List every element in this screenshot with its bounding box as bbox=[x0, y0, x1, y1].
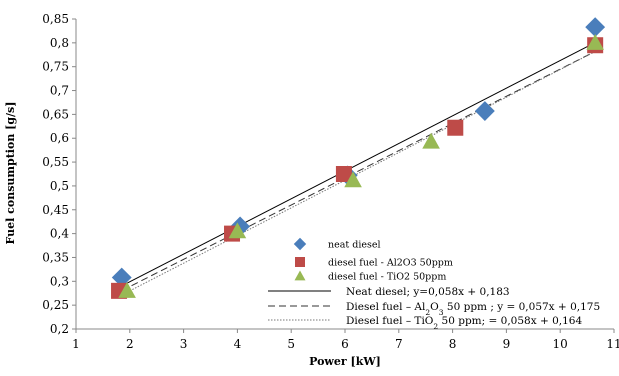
y-tick-label: 0,3 bbox=[50, 274, 69, 288]
data-point-triangle bbox=[118, 282, 136, 298]
x-tick-label: 1 bbox=[72, 337, 80, 351]
y-tick-label: 0,35 bbox=[42, 250, 69, 264]
data-point-diamond bbox=[585, 17, 606, 38]
legend-label-part: O bbox=[430, 301, 439, 313]
legend-label: neat diesel bbox=[328, 240, 381, 251]
legend-trend-label: Diesel fuel – TiO2 50 ppm; = 0,058x + 0,… bbox=[346, 315, 582, 331]
legend-label-part: Diesel fuel – Al bbox=[346, 301, 426, 313]
x-tick-label: 8 bbox=[449, 337, 457, 351]
trendlines-layer bbox=[121, 42, 596, 296]
x-axis-title: Power [kW] bbox=[309, 355, 381, 368]
x-tick-label: 3 bbox=[180, 337, 188, 351]
legend-trend-label: Diesel fuel – Al2O3 50 ppm ; y = 0,057x … bbox=[346, 301, 600, 317]
legend-symbol-triangle bbox=[294, 270, 306, 281]
y-axis-title: Fuel consumption [g/s] bbox=[4, 102, 17, 245]
legend-label-part: 2 bbox=[433, 322, 438, 331]
legend: neat diesel diesel fuel - Al2O3 50ppm dies… bbox=[268, 237, 600, 331]
data-point-diamond bbox=[474, 101, 495, 121]
legend-label: diesel fuel - Al2O3 50ppm bbox=[328, 258, 453, 269]
legend-label-part: 50 ppm; = 0,058x + 0,164 bbox=[438, 315, 582, 327]
y-tick-label: 0,85 bbox=[42, 12, 69, 26]
y-tick-label: 0,2 bbox=[50, 322, 69, 336]
y-tick-label: 0,75 bbox=[42, 60, 69, 74]
x-tick-label: 4 bbox=[234, 337, 242, 351]
trendline-solid bbox=[121, 42, 596, 287]
data-point-triangle bbox=[228, 222, 247, 239]
data-point-square bbox=[447, 119, 464, 136]
data-point-triangle bbox=[586, 34, 604, 50]
x-tick-label: 11 bbox=[606, 337, 619, 351]
y-tick-label: 0,6 bbox=[50, 131, 69, 145]
y-tick-label: 0,8 bbox=[50, 36, 69, 50]
y-tick-label: 0,55 bbox=[42, 155, 69, 169]
data-points-layer bbox=[111, 17, 606, 299]
y-tick-label: 0,4 bbox=[50, 227, 69, 241]
data-point-diamond bbox=[111, 267, 132, 288]
legend-label-part: Diesel fuel – TiO bbox=[346, 315, 434, 327]
data-point-triangle bbox=[422, 132, 440, 149]
y-tick-label: 0,5 bbox=[50, 179, 69, 193]
x-tick-label: 2 bbox=[126, 337, 134, 351]
legend-trend-label: Neat diesel; y=0,058x + 0,183 bbox=[346, 286, 510, 298]
ticks-layer: 1 2 3 4 5 6 7 8 9 10 110,20,250,30,350,40,450,50,5… bbox=[42, 12, 619, 351]
x-tick-label: 10 bbox=[553, 337, 568, 351]
x-tick-label: 6 bbox=[341, 337, 349, 351]
data-point-square bbox=[335, 166, 352, 182]
x-tick-label: 9 bbox=[503, 337, 511, 351]
y-tick-label: 0,45 bbox=[42, 203, 69, 217]
legend-label-part: 50 ppm ; y = 0,057x + 0,175 bbox=[444, 301, 601, 313]
legend-symbol-diamond bbox=[293, 237, 307, 251]
legend-label-part: 2 bbox=[425, 308, 430, 317]
y-tick-label: 0,25 bbox=[42, 298, 69, 312]
y-tick-label: 0,7 bbox=[50, 84, 69, 98]
x-tick-label: 5 bbox=[287, 337, 295, 351]
y-tick-label: 0,65 bbox=[42, 107, 69, 121]
data-point-triangle bbox=[344, 171, 362, 188]
trendline-dashed bbox=[121, 50, 596, 292]
legend-symbol-square bbox=[295, 257, 305, 267]
legend-label-part: 3 bbox=[439, 308, 444, 317]
x-tick-label: 7 bbox=[395, 337, 403, 351]
legend-label: diesel fuel - TiO2 50ppm bbox=[328, 272, 446, 283]
